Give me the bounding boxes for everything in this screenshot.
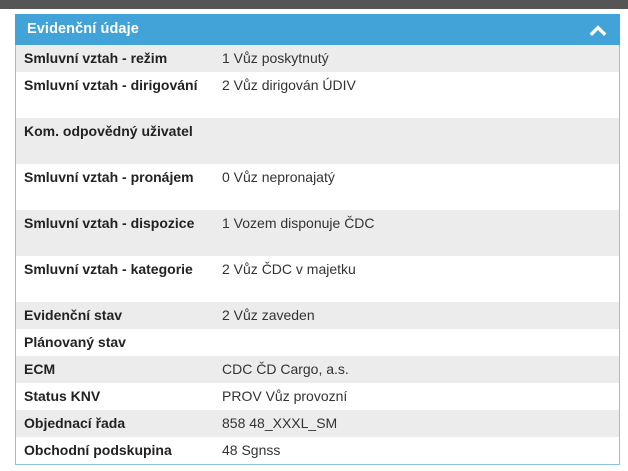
panel-header[interactable]: Evidenční údaje — [15, 14, 620, 45]
panel-body: Smluvní vztah - režim 1 Vůz poskytnutý S… — [15, 45, 620, 465]
row-value — [222, 329, 619, 356]
row-value: 2 Vůz ČDC v majetku — [222, 256, 619, 302]
table-row: Obchodní podskupina 48 Sgnss — [16, 437, 619, 464]
row-label: Smluvní vztah - dirigování — [16, 72, 222, 118]
table-row: Smluvní vztah - kategorie 2 Vůz ČDC v ma… — [16, 256, 619, 302]
page-title: Evidenční údaje — [27, 21, 139, 38]
row-label: Smluvní vztah - pronájem — [16, 164, 222, 210]
row-label: Smluvní vztah - kategorie — [16, 256, 222, 302]
row-value: 1 Vůz poskytnutý — [222, 45, 619, 72]
row-value: 1 Vozem disponuje ČDC — [222, 210, 619, 256]
table-row: Smluvní vztah - dispozice 1 Vozem dispon… — [16, 210, 619, 256]
top-dark-strip — [0, 0, 628, 9]
row-label: Smluvní vztah - režim — [16, 45, 222, 72]
chevron-up-icon — [588, 23, 608, 37]
row-label: Evidenční stav — [16, 302, 222, 329]
table-row: Objednací řada 858 48_XXXL_SM — [16, 410, 619, 437]
table-row: Smluvní vztah - pronájem 0 Vůz nepronaja… — [16, 164, 619, 210]
row-value — [222, 118, 619, 164]
row-value: PROV Vůz provozní — [222, 383, 619, 410]
table-row: Smluvní vztah - dirigování 2 Vůz dirigov… — [16, 72, 619, 118]
row-label: Kom. odpovědný uživatel — [16, 118, 222, 164]
row-value: 858 48_XXXL_SM — [222, 410, 619, 437]
row-label: Obchodní podskupina — [16, 437, 222, 464]
row-value: CDC ČD Cargo, a.s. — [222, 356, 619, 383]
table-row: Plánovaný stav — [16, 329, 619, 356]
row-label: ECM — [16, 356, 222, 383]
table-row: Evidenční stav 2 Vůz zaveden — [16, 302, 619, 329]
collapse-panel-button[interactable] — [587, 19, 609, 41]
evidence-data-panel: Evidenční údaje Smluvní vztah - režim 1 … — [15, 14, 620, 465]
table-row: Smluvní vztah - režim 1 Vůz poskytnutý — [16, 45, 619, 72]
table-row: Kom. odpovědný uživatel — [16, 118, 619, 164]
row-value: 2 Vůz dirigován ÚDIV — [222, 72, 619, 118]
evidence-data-table: Smluvní vztah - režim 1 Vůz poskytnutý S… — [16, 45, 619, 464]
row-label: Plánovaný stav — [16, 329, 222, 356]
row-value: 2 Vůz zaveden — [222, 302, 619, 329]
row-label: Smluvní vztah - dispozice — [16, 210, 222, 256]
row-label: Objednací řada — [16, 410, 222, 437]
row-label: Status KNV — [16, 383, 222, 410]
table-row: ECM CDC ČD Cargo, a.s. — [16, 356, 619, 383]
table-row: Status KNV PROV Vůz provozní — [16, 383, 619, 410]
row-value: 0 Vůz nepronajatý — [222, 164, 619, 210]
table-body: Smluvní vztah - režim 1 Vůz poskytnutý S… — [16, 45, 619, 464]
row-value: 48 Sgnss — [222, 437, 619, 464]
